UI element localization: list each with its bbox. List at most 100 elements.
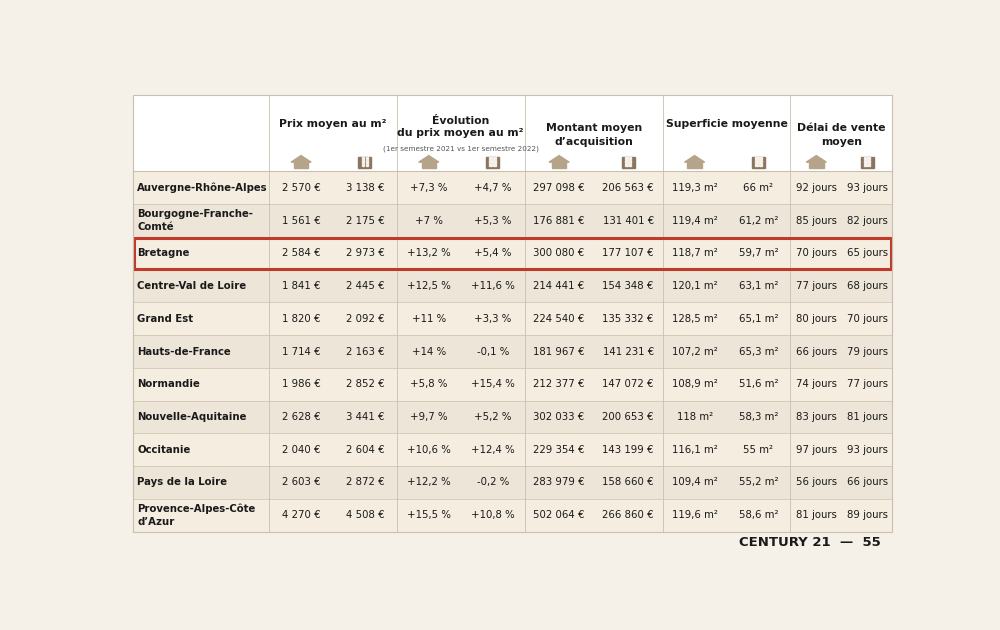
Polygon shape <box>868 158 870 159</box>
Text: 297 098 €: 297 098 € <box>533 183 585 193</box>
Text: 2 445 €: 2 445 € <box>346 281 384 291</box>
Text: +12,2 %: +12,2 % <box>407 478 451 488</box>
Text: 224 540 €: 224 540 € <box>533 314 585 324</box>
Polygon shape <box>759 161 762 163</box>
Polygon shape <box>755 161 758 163</box>
Text: Bourgogne-Franche-
Comté: Bourgogne-Franche- Comté <box>137 209 253 232</box>
Text: 65,1 m²: 65,1 m² <box>739 314 778 324</box>
Polygon shape <box>864 164 867 166</box>
FancyBboxPatch shape <box>133 335 892 368</box>
Text: Délai de vente: Délai de vente <box>797 123 886 132</box>
Text: 55 m²: 55 m² <box>743 445 773 455</box>
Text: d’acquisition: d’acquisition <box>554 137 633 147</box>
Polygon shape <box>366 158 368 159</box>
Text: +3,3 %: +3,3 % <box>474 314 511 324</box>
Text: Auvergne-Rhône-Alpes: Auvergne-Rhône-Alpes <box>137 183 268 193</box>
Text: 79 jours: 79 jours <box>847 346 888 357</box>
Polygon shape <box>809 162 824 168</box>
Text: 131 401 €: 131 401 € <box>603 215 654 226</box>
FancyBboxPatch shape <box>133 95 892 171</box>
Polygon shape <box>422 162 436 168</box>
Text: Normandie: Normandie <box>137 379 200 389</box>
Text: Hauts-de-France: Hauts-de-France <box>137 346 231 357</box>
Polygon shape <box>752 156 765 168</box>
Text: 1 714 €: 1 714 € <box>282 346 320 357</box>
Polygon shape <box>294 162 308 168</box>
FancyBboxPatch shape <box>133 270 892 302</box>
Text: 266 860 €: 266 860 € <box>602 510 654 520</box>
Text: 229 354 €: 229 354 € <box>533 445 585 455</box>
Text: 70 jours: 70 jours <box>796 248 837 258</box>
Polygon shape <box>861 156 874 168</box>
Polygon shape <box>549 156 569 162</box>
Polygon shape <box>486 156 499 168</box>
Text: 177 107 €: 177 107 € <box>602 248 654 258</box>
Polygon shape <box>864 158 867 159</box>
Text: 74 jours: 74 jours <box>796 379 837 389</box>
Text: 283 979 €: 283 979 € <box>533 478 585 488</box>
Text: 70 jours: 70 jours <box>847 314 888 324</box>
Text: Évolution: Évolution <box>432 116 489 126</box>
Text: 120,1 m²: 120,1 m² <box>672 281 717 291</box>
Text: 3 441 €: 3 441 € <box>346 412 384 422</box>
Text: 68 jours: 68 jours <box>847 281 888 291</box>
Polygon shape <box>629 164 631 166</box>
Text: +15,5 %: +15,5 % <box>407 510 451 520</box>
Text: 85 jours: 85 jours <box>796 215 837 226</box>
Text: 158 660 €: 158 660 € <box>602 478 654 488</box>
Text: 214 441 €: 214 441 € <box>533 281 585 291</box>
Text: 59,7 m²: 59,7 m² <box>739 248 778 258</box>
Text: 93 jours: 93 jours <box>847 445 888 455</box>
Polygon shape <box>493 164 496 166</box>
Text: Montant moyen: Montant moyen <box>546 123 642 132</box>
Text: +4,7 %: +4,7 % <box>474 183 511 193</box>
Polygon shape <box>755 164 758 166</box>
Text: Nouvelle-Aquitaine: Nouvelle-Aquitaine <box>137 412 247 422</box>
Text: 176 881 €: 176 881 € <box>533 215 585 226</box>
Text: 61,2 m²: 61,2 m² <box>739 215 778 226</box>
Text: 2 163 €: 2 163 € <box>346 346 384 357</box>
Polygon shape <box>291 156 311 162</box>
Polygon shape <box>622 156 635 168</box>
Text: 58,3 m²: 58,3 m² <box>739 412 778 422</box>
Polygon shape <box>687 162 702 168</box>
Text: 89 jours: 89 jours <box>847 510 888 520</box>
Text: +12,5 %: +12,5 % <box>407 281 451 291</box>
Text: 300 080 €: 300 080 € <box>533 248 585 258</box>
Text: 2 872 €: 2 872 € <box>346 478 384 488</box>
Polygon shape <box>366 164 368 166</box>
FancyBboxPatch shape <box>133 171 892 204</box>
Text: 1 841 €: 1 841 € <box>282 281 320 291</box>
Polygon shape <box>489 158 492 159</box>
Polygon shape <box>489 161 492 163</box>
Text: 1 820 €: 1 820 € <box>282 314 320 324</box>
Text: 2 628 €: 2 628 € <box>282 412 320 422</box>
Text: 2 603 €: 2 603 € <box>282 478 320 488</box>
Text: +9,7 %: +9,7 % <box>410 412 448 422</box>
Text: Centre-Val de Loire: Centre-Val de Loire <box>137 281 247 291</box>
Text: 135 332 €: 135 332 € <box>602 314 654 324</box>
Text: 206 563 €: 206 563 € <box>602 183 654 193</box>
Text: 147 072 €: 147 072 € <box>602 379 654 389</box>
Text: 65,3 m²: 65,3 m² <box>739 346 778 357</box>
Text: 302 033 €: 302 033 € <box>533 412 585 422</box>
Text: -0,2 %: -0,2 % <box>477 478 509 488</box>
Text: 97 jours: 97 jours <box>796 445 837 455</box>
Text: Bretagne: Bretagne <box>137 248 190 258</box>
Polygon shape <box>366 161 368 163</box>
Text: +11 %: +11 % <box>412 314 446 324</box>
Polygon shape <box>362 164 364 166</box>
Text: 80 jours: 80 jours <box>796 314 837 324</box>
Polygon shape <box>489 164 492 166</box>
FancyBboxPatch shape <box>133 204 892 237</box>
Text: 66 jours: 66 jours <box>847 478 888 488</box>
Polygon shape <box>864 161 867 163</box>
Text: 143 199 €: 143 199 € <box>602 445 654 455</box>
Text: +11,6 %: +11,6 % <box>471 281 515 291</box>
Text: 1 986 €: 1 986 € <box>282 379 320 389</box>
Text: 2 604 €: 2 604 € <box>346 445 384 455</box>
Text: +7 %: +7 % <box>415 215 443 226</box>
Text: +15,4 %: +15,4 % <box>471 379 515 389</box>
Text: 2 092 €: 2 092 € <box>346 314 384 324</box>
Polygon shape <box>625 161 628 163</box>
